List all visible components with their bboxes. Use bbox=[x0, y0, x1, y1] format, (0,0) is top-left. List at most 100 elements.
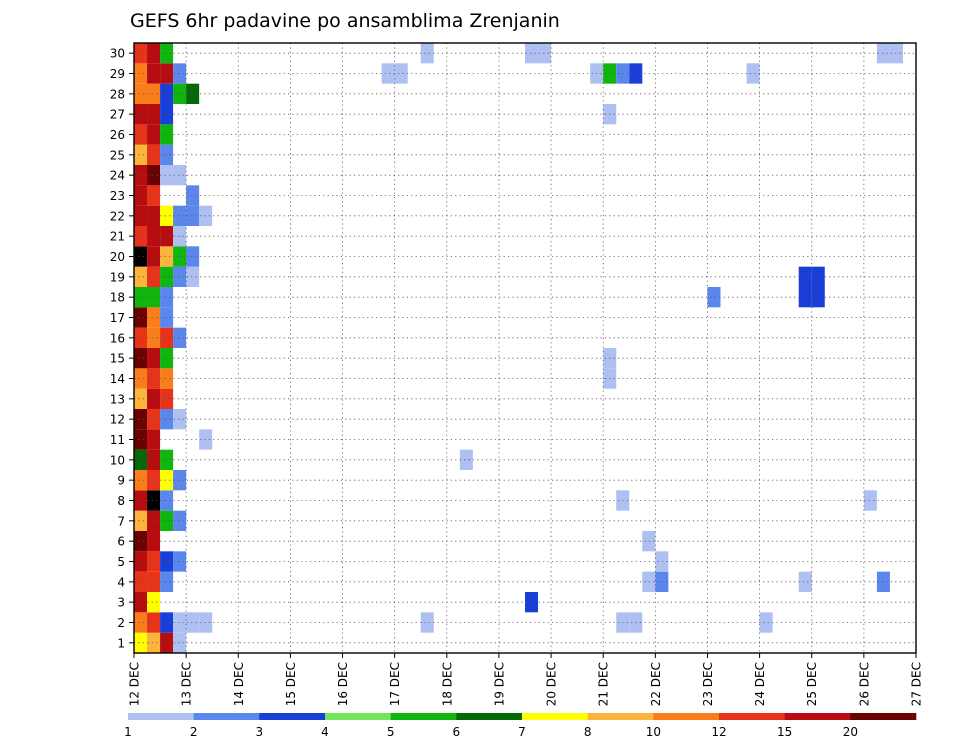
heatmap-cell bbox=[134, 449, 148, 470]
y-axis-ticks: 1234567891011121314151617181920212223242… bbox=[110, 47, 134, 650]
heatmap-cell bbox=[394, 63, 408, 84]
y-tick-label: 25 bbox=[110, 148, 125, 162]
heatmap-cell bbox=[147, 266, 161, 287]
y-tick-label: 16 bbox=[110, 331, 125, 345]
heatmap-cell bbox=[173, 510, 187, 531]
heatmap-cell bbox=[147, 124, 161, 145]
heatmap-cell bbox=[134, 185, 148, 206]
heatmap-cell bbox=[147, 429, 161, 450]
chart-title: GEFS 6hr padavine po ansamblima Zrenjani… bbox=[130, 10, 560, 32]
x-tick-label: 22 DEC bbox=[649, 662, 663, 706]
heatmap-cell bbox=[134, 388, 148, 409]
heatmap-cell bbox=[147, 510, 161, 531]
color-legend: 1 2 3 4 5 6 7 8 10 12 15 20 bbox=[124, 713, 917, 739]
heatmap-cell bbox=[160, 205, 174, 226]
heatmap-cell bbox=[160, 63, 174, 84]
heatmap-cell bbox=[134, 327, 148, 348]
heatmap-cell bbox=[147, 388, 161, 409]
heatmap-cell bbox=[186, 612, 200, 633]
legend-label: 15 bbox=[777, 725, 792, 739]
y-tick-label: 23 bbox=[110, 189, 125, 203]
legend-swatch bbox=[719, 713, 785, 720]
heatmap-cell bbox=[134, 409, 148, 430]
heatmap-cell bbox=[134, 63, 148, 84]
heatmap-cell bbox=[134, 246, 148, 267]
heatmap-cell bbox=[134, 612, 148, 633]
heatmap-cell bbox=[525, 592, 539, 613]
heatmap-cell bbox=[160, 551, 174, 572]
heatmap-cell bbox=[199, 429, 213, 450]
x-tick-label: 20 DEC bbox=[545, 662, 559, 706]
heatmap-cell bbox=[173, 327, 187, 348]
y-tick-label: 5 bbox=[117, 555, 125, 569]
heatmap-cell bbox=[147, 63, 161, 84]
legend-swatch bbox=[784, 713, 851, 720]
heatmap-cell bbox=[876, 571, 890, 592]
x-tick-label: 17 DEC bbox=[388, 662, 402, 706]
heatmap-cell bbox=[798, 287, 812, 308]
y-tick-label: 1 bbox=[117, 636, 125, 650]
y-tick-label: 4 bbox=[117, 575, 125, 589]
y-tick-label: 26 bbox=[110, 128, 125, 142]
heatmap-cell bbox=[798, 571, 812, 592]
y-tick-label: 9 bbox=[117, 474, 125, 488]
legend-swatch bbox=[850, 713, 917, 720]
heatmap-cell bbox=[147, 246, 161, 267]
heatmap-cell bbox=[134, 266, 148, 287]
y-tick-label: 27 bbox=[110, 108, 125, 122]
y-tick-label: 18 bbox=[110, 291, 125, 305]
heatmap-cell bbox=[147, 165, 161, 186]
heatmap-cell bbox=[147, 287, 161, 308]
legend-label: 7 bbox=[518, 725, 526, 739]
legend-label: 20 bbox=[843, 725, 858, 739]
heatmap-cell bbox=[655, 551, 669, 572]
x-tick-label: 26 DEC bbox=[857, 662, 871, 706]
y-tick-label: 28 bbox=[110, 87, 125, 101]
y-tick-label: 13 bbox=[110, 392, 125, 406]
heatmap-cell bbox=[186, 205, 200, 226]
y-tick-label: 17 bbox=[110, 311, 125, 325]
heatmap-cell bbox=[147, 104, 161, 125]
heatmap-cell bbox=[160, 226, 174, 247]
legend-label: 6 bbox=[453, 725, 461, 739]
heatmap-cells bbox=[134, 43, 903, 653]
heatmap-cell bbox=[199, 612, 213, 633]
heatmap-cell bbox=[173, 612, 187, 633]
heatmap-cell bbox=[134, 551, 148, 572]
heatmap-cell bbox=[186, 185, 200, 206]
heatmap-cell bbox=[160, 409, 174, 430]
heatmap-cell bbox=[147, 368, 161, 389]
heatmap-cell bbox=[147, 409, 161, 430]
heatmap-cell bbox=[538, 43, 552, 64]
legend-label: 3 bbox=[256, 725, 264, 739]
legend-swatch bbox=[193, 713, 260, 720]
heatmap-cell bbox=[134, 368, 148, 389]
y-tick-label: 7 bbox=[117, 514, 125, 528]
heatmap-cell bbox=[147, 490, 161, 511]
heatmap-cell bbox=[160, 266, 174, 287]
heatmap-cell bbox=[186, 83, 200, 104]
y-tick-label: 3 bbox=[117, 596, 125, 610]
heatmap-cell bbox=[147, 531, 161, 552]
heatmap-cell bbox=[160, 571, 174, 592]
heatmap-cell bbox=[147, 327, 161, 348]
heatmap-cell bbox=[134, 490, 148, 511]
heatmap-cell bbox=[147, 226, 161, 247]
y-tick-label: 14 bbox=[110, 372, 125, 386]
heatmap-cell bbox=[889, 43, 903, 64]
heatmap-cell bbox=[160, 43, 174, 64]
heatmap-cell bbox=[160, 165, 174, 186]
heatmap-cell bbox=[134, 124, 148, 145]
heatmap-cell bbox=[147, 43, 161, 64]
heatmap-cell bbox=[420, 43, 434, 64]
heatmap-cell bbox=[147, 551, 161, 572]
heatmap-cell bbox=[134, 429, 148, 450]
heatmap-cell bbox=[459, 449, 473, 470]
y-tick-label: 15 bbox=[110, 352, 125, 366]
heatmap-cell bbox=[134, 348, 148, 369]
heatmap-cell bbox=[134, 205, 148, 226]
heatmap-cell bbox=[160, 490, 174, 511]
heatmap-cell bbox=[160, 307, 174, 328]
heatmap-cell bbox=[160, 368, 174, 389]
